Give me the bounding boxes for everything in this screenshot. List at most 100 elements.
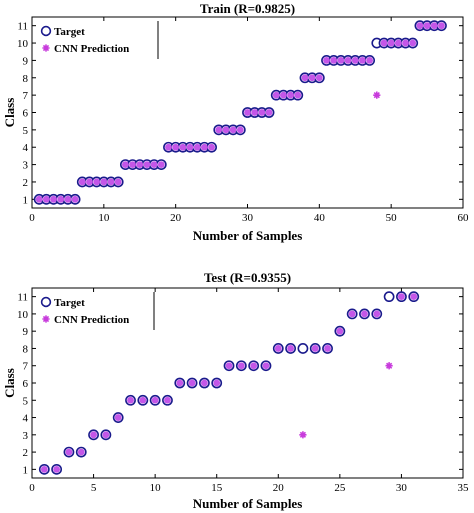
legend-prediction-label: CNN Prediction <box>54 43 129 55</box>
legend-prediction-label: CNN Prediction <box>54 314 129 326</box>
prediction-point <box>409 39 417 47</box>
prediction-point <box>251 109 259 116</box>
prediction-point <box>430 22 438 30</box>
prediction-point <box>150 161 158 168</box>
prediction-point <box>201 379 208 387</box>
target-point <box>383 291 395 303</box>
chart-title: Test (R=0.9355) <box>204 270 291 285</box>
legend-prediction-marker <box>42 44 50 52</box>
prediction-point <box>90 431 97 439</box>
prediction-point <box>136 161 144 168</box>
prediction-point <box>172 143 180 151</box>
prediction-point <box>274 345 282 352</box>
prediction-point <box>351 57 359 64</box>
y-axis-label: Class <box>2 98 17 128</box>
x-tick-label: 35 <box>458 482 470 494</box>
prediction-point <box>64 195 72 203</box>
prediction-point <box>324 345 331 352</box>
prediction-point <box>366 57 374 64</box>
prediction-point <box>301 74 309 82</box>
legend-box <box>36 21 158 59</box>
prediction-point <box>402 39 409 47</box>
y-tick-label: 1 <box>23 464 29 476</box>
prediction-point <box>373 91 381 99</box>
prediction-point <box>139 396 147 404</box>
prediction-point <box>102 431 110 439</box>
y-tick-label: 2 <box>23 177 29 189</box>
y-tick-label: 11 <box>17 21 28 33</box>
prediction-point <box>308 74 316 82</box>
x-tick-label: 15 <box>211 482 223 494</box>
prediction-point <box>348 310 356 318</box>
prediction-point <box>423 22 431 30</box>
y-tick-label: 5 <box>23 125 29 137</box>
x-tick-label: 5 <box>91 482 97 494</box>
prediction-point <box>188 379 196 387</box>
legend-target-label: Target <box>54 297 85 309</box>
legend-target-marker <box>40 25 52 37</box>
prediction-point <box>50 195 57 203</box>
x-tick-label: 30 <box>242 212 254 224</box>
prediction-point <box>151 396 159 404</box>
prediction-point <box>121 161 129 168</box>
prediction-point <box>344 57 352 64</box>
y-tick-label: 6 <box>23 378 29 390</box>
prediction-point <box>176 379 184 387</box>
prediction-point <box>359 57 366 64</box>
prediction-point <box>53 465 61 473</box>
prediction-point <box>380 39 388 47</box>
prediction-point <box>236 126 244 134</box>
x-tick-label: 0 <box>29 482 35 494</box>
y-tick-label: 3 <box>23 160 29 172</box>
prediction-point <box>179 143 187 151</box>
prediction-point <box>294 91 302 99</box>
y-tick-label: 8 <box>23 343 29 355</box>
y-tick-label: 4 <box>23 413 29 425</box>
prediction-point <box>127 396 134 404</box>
x-tick-label: 25 <box>334 482 346 494</box>
prediction-point <box>287 345 294 352</box>
prediction-point <box>258 109 266 116</box>
prediction-point <box>208 143 215 151</box>
prediction-point <box>337 57 345 64</box>
prediction-point <box>201 143 208 151</box>
prediction-point <box>262 362 270 370</box>
y-tick-label: 7 <box>23 90 29 102</box>
y-axis-label: Class <box>2 368 17 398</box>
chart-title: Train (R=0.9825) <box>200 1 295 16</box>
prediction-point <box>65 448 73 456</box>
prediction-point <box>164 396 171 404</box>
prediction-point <box>387 39 395 47</box>
prediction-point <box>299 431 307 439</box>
prediction-point <box>100 178 108 186</box>
x-tick-label: 50 <box>386 212 398 224</box>
y-tick-label: 11 <box>17 292 28 304</box>
prediction-point <box>157 161 165 168</box>
prediction-point <box>78 178 86 186</box>
chart-train: Train (R=0.9825) 0 10 20 30 40 50 60 1 2 3 4 5 6 7 8 9 10… <box>2 1 469 243</box>
prediction-point <box>280 91 287 99</box>
prediction-point <box>336 327 344 335</box>
prediction-point <box>265 109 273 116</box>
prediction-point <box>361 310 368 318</box>
prediction-point <box>225 362 233 370</box>
prediction-point <box>143 161 151 168</box>
prediction-point <box>323 57 330 64</box>
chart-test: Test (R=0.9355) 0 5 10 15 20 25 30 35 1 2 3 4 5 6 7 8 9 10… <box>2 270 469 511</box>
x-tick-label: 10 <box>98 212 110 224</box>
prediction-point <box>315 74 323 82</box>
prediction-point <box>385 362 393 370</box>
prediction-point <box>287 91 294 99</box>
y-tick-label: 2 <box>23 447 29 459</box>
legend-prediction-marker <box>42 315 50 323</box>
y-tick-label: 1 <box>23 194 29 206</box>
x-tick-label: 10 <box>150 482 162 494</box>
y-tick-label: 9 <box>23 55 29 67</box>
x-axis-label: Number of Samples <box>193 228 303 243</box>
y-tick-label: 7 <box>23 361 29 373</box>
x-tick-label: 20 <box>273 482 285 494</box>
prediction-point <box>311 345 319 352</box>
prediction-point <box>244 109 251 116</box>
prediction-point <box>114 178 122 186</box>
x-tick-label: 60 <box>458 212 470 224</box>
